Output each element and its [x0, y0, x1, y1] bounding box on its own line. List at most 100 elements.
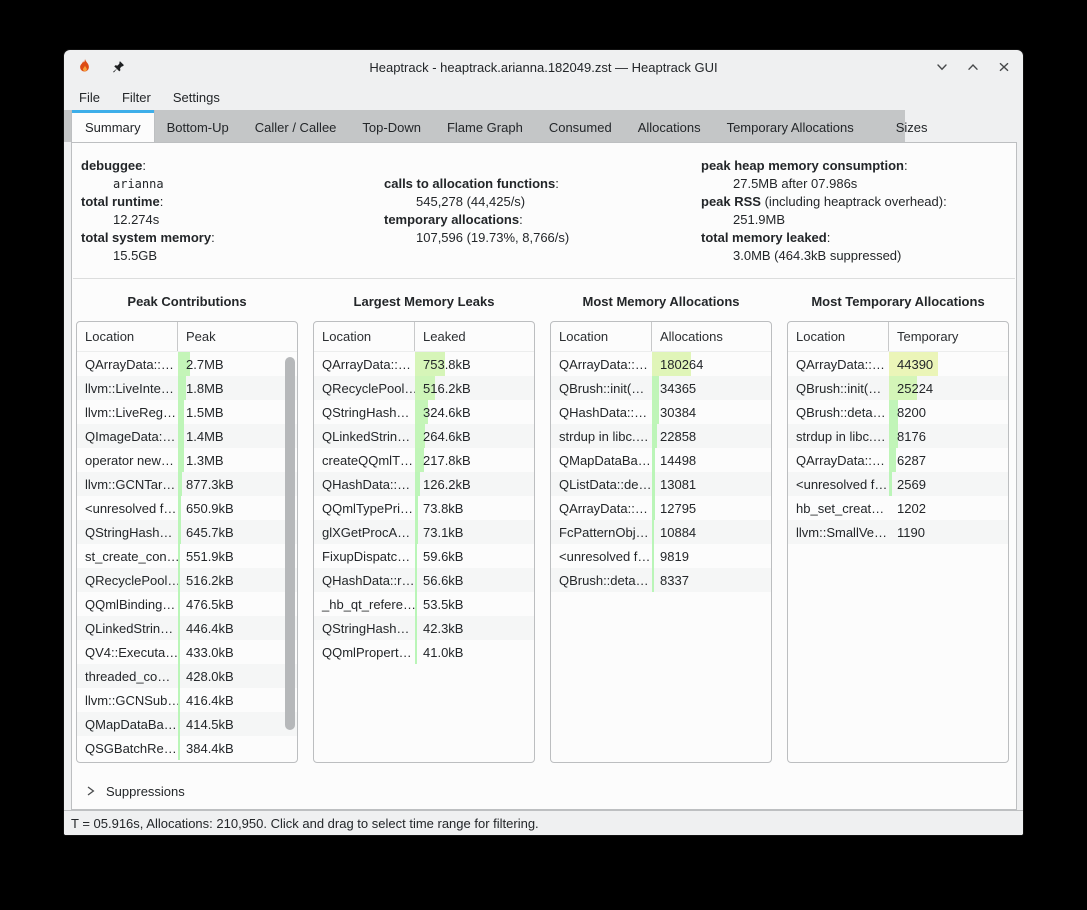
tab-temporary-allocations[interactable]: Temporary Allocations — [726, 120, 854, 135]
column-header-allocations[interactable]: Allocations — [660, 329, 723, 344]
cell-location: QArrayData::… — [796, 452, 885, 468]
table-row[interactable]: QArrayData::… 180264 — [551, 352, 771, 376]
tab-flame-graph[interactable]: Flame Graph — [446, 120, 523, 135]
table-row[interactable]: FcPatternObj… 10884 — [551, 520, 771, 544]
tab-bottom-up[interactable]: Bottom-Up — [166, 120, 229, 135]
table-row[interactable]: <unresolved f… 650.9kB — [77, 496, 297, 520]
table-row[interactable]: QRecyclePool… 516.2kB — [314, 376, 534, 400]
table-row[interactable]: QHashData::… 126.2kB — [314, 472, 534, 496]
summary-value: 15.5GB — [113, 248, 158, 263]
summary-value: 27.5MB after 07.986s — [733, 176, 858, 191]
table-row[interactable]: QLinkedStrin… 446.4kB — [77, 616, 297, 640]
scrollbar-thumb[interactable] — [285, 357, 295, 730]
minimize-button[interactable] — [934, 60, 949, 75]
table-row[interactable]: QSGBatchRe… 384.4kB — [77, 736, 297, 760]
table-row[interactable]: QQmlTypePri… 73.8kB — [314, 496, 534, 520]
table-row[interactable]: llvm::SmallVe… 1190 — [788, 520, 1008, 544]
cost-highlight — [178, 400, 185, 424]
table-row[interactable]: createQQmlT… 217.8kB — [314, 448, 534, 472]
table-title-largest-memory-leaks: Largest Memory Leaks — [353, 294, 495, 309]
table-row[interactable]: <unresolved f… 9819 — [551, 544, 771, 568]
tab-consumed[interactable]: Consumed — [548, 120, 612, 135]
tab-sizes[interactable]: Sizes — [895, 120, 928, 135]
table-row[interactable]: FixupDispatc… 59.6kB — [314, 544, 534, 568]
table-row[interactable]: QStringHash… 324.6kB — [314, 400, 534, 424]
cell-location: QLinkedStrin… — [322, 428, 411, 444]
table-row[interactable]: QArrayData::… 753.8kB — [314, 352, 534, 376]
column-header-peak[interactable]: Peak — [186, 329, 216, 344]
column-header-temporary[interactable]: Temporary — [897, 329, 959, 344]
tab-allocations[interactable]: Allocations — [637, 120, 701, 135]
column-header-location[interactable]: Location — [77, 322, 178, 351]
cell-location: QArrayData::… — [322, 356, 411, 372]
tab-summary[interactable]: Summary — [72, 110, 154, 142]
cell-value-text: 41.0kB — [423, 644, 464, 660]
titlebar[interactable]: Heaptrack - heaptrack.arianna.182049.zst… — [64, 50, 1023, 84]
table-row[interactable]: QQmlBinding… 476.5kB — [77, 592, 297, 616]
suppressions-expander[interactable]: Suppressions — [85, 779, 185, 803]
menu-item-file[interactable]: File — [79, 89, 100, 105]
table-row[interactable]: <unresolved f… 2569 — [788, 472, 1008, 496]
vertical-scrollbar[interactable] — [285, 353, 295, 758]
column-header-location[interactable]: Location — [551, 322, 652, 351]
cell-location: QArrayData::… — [559, 500, 648, 516]
cell-value: 6287 — [889, 448, 1008, 472]
cell-value-text: 14498 — [660, 452, 697, 468]
column-header-location[interactable]: Location — [788, 322, 889, 351]
table-row[interactable]: QHashData::r… 56.6kB — [314, 568, 534, 592]
table-row[interactable]: _hb_qt_refere… 53.5kB — [314, 592, 534, 616]
table-row[interactable]: QArrayData::… 6287 — [788, 448, 1008, 472]
maximize-button[interactable] — [965, 60, 980, 75]
table-row[interactable]: QArrayData::… 12795 — [551, 496, 771, 520]
table-row[interactable]: operator new… 1.3MB — [77, 448, 297, 472]
table-row[interactable]: QBrush::init(… 25224 — [788, 376, 1008, 400]
column-header-location[interactable]: Location — [314, 322, 415, 351]
table-row[interactable]: QV4::Executa… 433.0kB — [77, 640, 297, 664]
tab-caller-callee[interactable]: Caller / Callee — [254, 120, 337, 135]
table-row[interactable]: st_create_con… 551.9kB — [77, 544, 297, 568]
table-row[interactable]: llvm::LiveInte… 1.8MB — [77, 376, 297, 400]
table-row[interactable]: llvm::GCNSub… 416.4kB — [77, 688, 297, 712]
cost-highlight — [652, 544, 655, 568]
pin-icon[interactable] — [110, 60, 125, 75]
cell-value-text: 416.4kB — [186, 692, 234, 708]
cell-location: QMapDataBa… — [559, 452, 651, 468]
cell-value: 217.8kB — [415, 448, 534, 472]
table-row[interactable]: strdup in libc.… 22858 — [551, 424, 771, 448]
table-row[interactable]: glXGetProcA… 73.1kB — [314, 520, 534, 544]
table-row[interactable]: QLinkedStrin… 264.6kB — [314, 424, 534, 448]
table-row[interactable]: QStringHash… 645.7kB — [77, 520, 297, 544]
window-title: Heaptrack - heaptrack.arianna.182049.zst… — [369, 59, 718, 75]
menu-item-settings[interactable]: Settings — [172, 89, 220, 105]
table-row[interactable]: QMapDataBa… 14498 — [551, 448, 771, 472]
table-row[interactable]: QStringHash… 42.3kB — [314, 616, 534, 640]
cell-location: QRecyclePool… — [322, 380, 415, 396]
close-button[interactable] — [996, 60, 1011, 75]
table-row[interactable]: hb_set_creat… 1202 — [788, 496, 1008, 520]
cost-highlight — [415, 424, 426, 448]
table-row[interactable]: QMapDataBa… 414.5kB — [77, 712, 297, 736]
table-row[interactable]: QBrush::deta… 8337 — [551, 568, 771, 592]
table-row[interactable]: threaded_co… 428.0kB — [77, 664, 297, 688]
table-row[interactable]: QHashData::… 30384 — [551, 400, 771, 424]
table-row[interactable]: QImageData:… 1.4MB — [77, 424, 297, 448]
cell-location: QV4::Executa… — [85, 644, 178, 660]
table-row[interactable]: QListData::de… 13081 — [551, 472, 771, 496]
table-row[interactable]: QRecyclePool… 516.2kB — [77, 568, 297, 592]
table-row[interactable]: QArrayData::… 44390 — [788, 352, 1008, 376]
table-row[interactable]: llvm::LiveReg… 1.5MB — [77, 400, 297, 424]
cell-value: 414.5kB — [178, 712, 297, 736]
column-header-leaked[interactable]: Leaked — [423, 329, 466, 344]
table-row[interactable]: QArrayData::… 2.7MB — [77, 352, 297, 376]
table-row[interactable]: strdup in libc.… 8176 — [788, 424, 1008, 448]
table-row[interactable]: QBrush::deta… 8200 — [788, 400, 1008, 424]
table-row[interactable]: llvm::GCNTar… 877.3kB — [77, 472, 297, 496]
cell-value-text: 42.3kB — [423, 620, 464, 636]
cell-value-text: 217.8kB — [423, 452, 471, 468]
tab-top-down[interactable]: Top-Down — [362, 120, 421, 135]
menu-item-filter[interactable]: Filter — [121, 89, 151, 105]
cell-location: QBrush::deta… — [796, 404, 886, 420]
table-row[interactable]: QBrush::init(… 34365 — [551, 376, 771, 400]
table-title-most-memory-allocations: Most Memory Allocations — [582, 294, 740, 309]
table-row[interactable]: QQmlPropert… 41.0kB — [314, 640, 534, 664]
